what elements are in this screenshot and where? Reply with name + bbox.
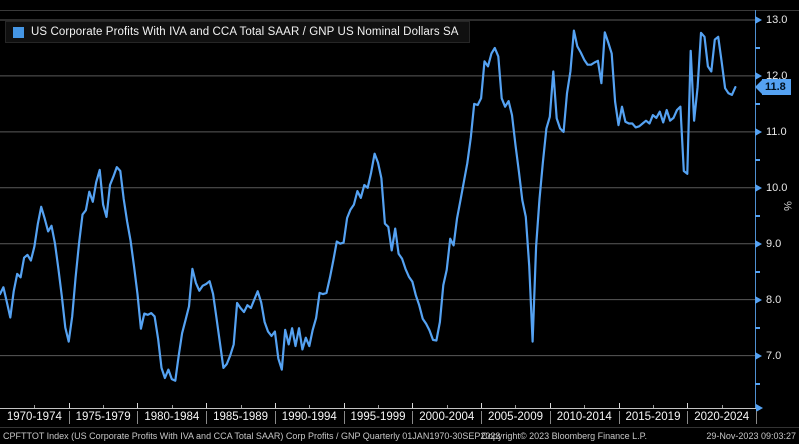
x-tick [275,403,276,408]
x-label-separator [344,411,345,424]
x-tick-minor [103,405,104,408]
y-tick-arrow-icon [755,16,762,24]
x-axis-line [0,408,756,409]
x-label-separator [550,411,551,424]
x-axis-label: 1990-1994 [281,411,337,423]
x-tick-minor [653,405,654,408]
last-value-tag: 11.8 [755,79,791,96]
x-axis-label: 1975-1979 [75,411,131,423]
x-tick [687,403,688,408]
legend-label: US Corporate Profits With IVA and CCA To… [31,26,459,38]
x-label-separator [69,411,70,424]
top-frame-line [0,10,799,11]
y-tick-arrow-icon [755,183,762,192]
x-axis-label: 1985-1989 [213,411,269,423]
x-tick [412,403,413,408]
legend-item[interactable]: US Corporate Profits With IVA and CCA To… [5,21,470,43]
x-tick-minor [584,405,585,408]
x-axis-labels: 1970-1974 1975-1979 1980-1984 1985-1989 1990… [0,410,756,426]
y-tick-label: 11.0 [766,125,787,138]
y-tick-label: 8.0 [766,293,782,306]
footer-bar: CPFTTOT Index (US Corporate Profits With… [0,430,799,444]
x-axis-label: 2005-2009 [488,411,543,423]
y-tick-minor [755,102,760,105]
footer-divider [0,427,799,428]
x-tick [344,403,345,408]
x-label-separator [619,411,620,424]
x-tick-minor [722,405,723,408]
y-tick-arrow-icon [755,127,762,136]
y-tick-label: 13.0 [766,14,788,26]
x-tick [206,403,207,408]
x-tick [69,403,70,408]
x-tick-minor [378,405,379,408]
x-tick-minor [34,405,35,408]
x-tick [481,403,482,408]
x-axis-label: 2000-2004 [419,411,475,423]
x-axis-label: 2010-2014 [556,411,612,423]
y-tick-minor [755,46,760,49]
footer-copyright: Copyright© 2023 Bloomberg Finance L.P. [481,431,647,441]
footer-ticker-description: CPFTTOT Index (US Corporate Profits With… [3,431,501,441]
x-tick [137,403,138,408]
y-tick-label: 7.0 [766,349,782,362]
y-tick-minor [755,326,760,329]
y-tick-minor [755,158,760,161]
x-tick [550,403,551,408]
x-tick-minor [447,405,448,408]
y-tick-arrow-icon [755,351,762,360]
y-tick-minor [755,382,760,385]
x-tick [619,403,620,408]
y-tick-arrow-icon [755,71,762,80]
x-label-separator [412,411,413,424]
x-label-separator [206,411,207,424]
chart-plot-area[interactable] [0,10,756,409]
x-label-separator [275,411,276,424]
y-tick-arrow-icon [755,295,762,304]
x-axis-label: 2015-2019 [625,411,681,423]
x-axis-label: 1970-1974 [6,411,62,423]
x-axis-end-arrow-icon [756,404,763,412]
x-tick-minor [241,405,242,408]
y-tick-minor [755,214,760,217]
x-label-separator [756,411,757,424]
y-tick-minor [755,270,760,273]
series-line [0,29,737,382]
x-tick-minor [309,405,310,408]
x-axis-label: 2020-2024 [694,411,750,423]
x-label-separator [137,411,138,424]
y-tick-label: 12.0 [766,69,788,82]
x-tick-minor [172,405,173,408]
x-tick-minor [515,405,516,408]
x-label-separator [481,411,482,424]
x-axis-label: 1980-1984 [144,411,200,423]
y-tick-label: 9.0 [766,237,782,250]
y-tick-arrow-icon [755,239,762,248]
x-label-separator [687,411,688,424]
y-axis-unit-label: % [780,201,793,211]
y-tick-label: 10.0 [766,181,788,194]
legend-swatch-icon [13,26,24,38]
y-axis-line [755,10,756,409]
x-axis-label: 1995-1999 [350,411,406,423]
footer-timestamp: 29-Nov-2023 09:03:27 [706,431,796,441]
